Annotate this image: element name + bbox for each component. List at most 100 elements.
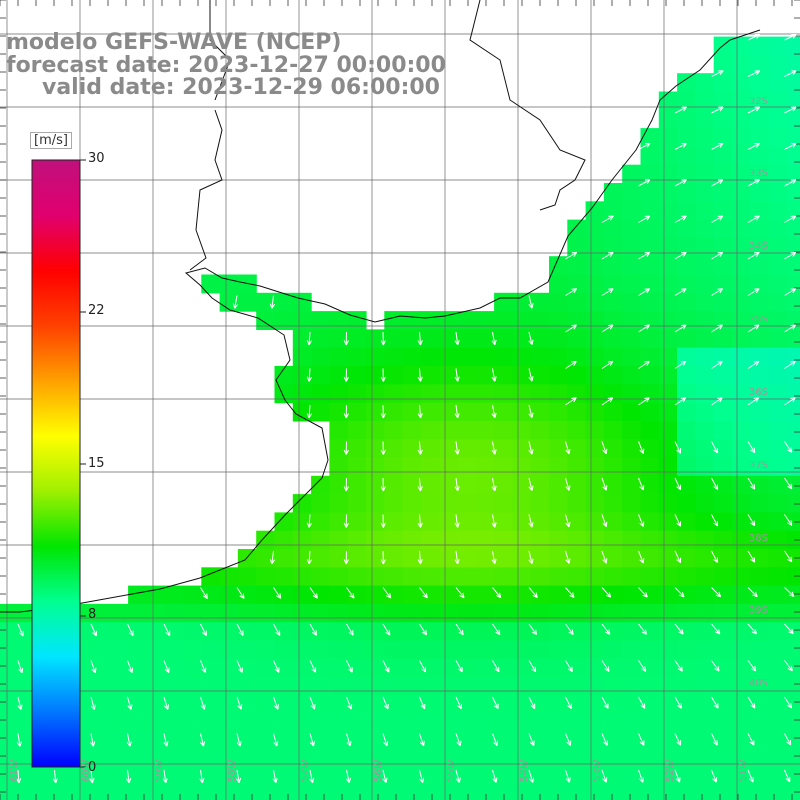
wind-arrow bbox=[528, 733, 535, 746]
wind-speed-cell bbox=[347, 695, 367, 715]
wind-speed-cell bbox=[457, 549, 477, 568]
wind-arrow bbox=[784, 550, 793, 563]
wind-arrow bbox=[454, 477, 460, 492]
wind-arrow bbox=[346, 696, 353, 710]
wind-arrow bbox=[784, 660, 793, 672]
wind-arrow bbox=[638, 142, 651, 150]
wind-speed-cell bbox=[695, 402, 715, 422]
wind-speed-cell bbox=[750, 329, 770, 349]
wind-speed-cell bbox=[695, 292, 715, 312]
wind-speed-cell bbox=[677, 183, 696, 202]
wind-speed-cell bbox=[439, 585, 459, 605]
wind-arrow bbox=[601, 696, 609, 709]
wind-speed-cell bbox=[786, 54, 800, 74]
wind-arrow bbox=[674, 660, 683, 672]
wind-speed-cell bbox=[695, 622, 715, 642]
wind-speed-cell bbox=[585, 274, 605, 294]
wind-speed-cell bbox=[366, 402, 385, 422]
wind-speed-cell bbox=[439, 530, 459, 550]
colorbar-tick-22: 22 bbox=[88, 303, 105, 318]
wind-speed-cell bbox=[750, 73, 770, 93]
wind-speed-cell bbox=[768, 732, 788, 751]
wind-speed-cell bbox=[640, 420, 660, 440]
wind-speed-cell bbox=[567, 695, 587, 715]
wind-arrow bbox=[747, 550, 756, 563]
wind-speed-cell bbox=[768, 750, 788, 770]
wind-speed-cell bbox=[567, 366, 587, 385]
wind-speed-cell bbox=[549, 384, 568, 404]
lat-label-39s: 39S bbox=[748, 605, 768, 616]
wind-speed-cell bbox=[311, 622, 330, 642]
wind-speed-cell bbox=[311, 640, 330, 660]
wind-arrow bbox=[784, 33, 797, 41]
wind-speed-cell bbox=[292, 622, 312, 642]
wind-speed-cell bbox=[713, 585, 733, 605]
wind-speed-cell bbox=[567, 622, 587, 642]
wind-speed-cell bbox=[768, 603, 788, 623]
wind-speed-cell bbox=[475, 603, 495, 623]
wind-speed-cell bbox=[713, 640, 733, 660]
lon-label-54w: 54W bbox=[519, 759, 530, 782]
wind-speed-cell bbox=[677, 439, 696, 459]
wind-speed-cell bbox=[219, 622, 239, 642]
wind-speed-cell bbox=[585, 256, 605, 276]
wind-arrow bbox=[309, 660, 317, 673]
wind-speed-cell bbox=[347, 402, 367, 422]
wind-arrow bbox=[784, 70, 797, 77]
wind-speed-cell bbox=[622, 219, 642, 239]
wind-speed-cell bbox=[603, 530, 623, 550]
wind-speed-cell bbox=[549, 567, 568, 587]
wind-speed-cell bbox=[91, 695, 111, 715]
wind-arrow bbox=[674, 179, 687, 187]
wind-speed-cell bbox=[366, 768, 385, 788]
wind-speed-field bbox=[0, 36, 800, 800]
wind-speed-cell bbox=[603, 201, 623, 221]
wind-speed-cell bbox=[732, 658, 751, 678]
wind-speed-cell bbox=[567, 311, 587, 330]
wind-speed-cell bbox=[549, 329, 568, 349]
wind-speed-cell bbox=[640, 366, 660, 385]
wind-speed-cell bbox=[640, 146, 660, 166]
wind-speed-cell bbox=[256, 567, 276, 587]
wind-speed-cell bbox=[585, 567, 605, 587]
wind-speed-cell bbox=[750, 768, 770, 788]
wind-arrow bbox=[711, 397, 723, 406]
wind-speed-cell bbox=[384, 347, 404, 367]
wind-speed-cell bbox=[695, 109, 715, 129]
wind-speed-cell bbox=[677, 640, 696, 660]
wind-speed-cell bbox=[439, 695, 459, 715]
wind-speed-cell bbox=[237, 640, 257, 660]
wind-speed-cell bbox=[622, 677, 642, 696]
wind-arrow bbox=[162, 769, 168, 784]
wind-speed-cell bbox=[475, 750, 495, 770]
wind-speed-cell bbox=[292, 567, 312, 587]
wind-speed-cell bbox=[622, 494, 642, 513]
wind-speed-cell bbox=[256, 603, 276, 623]
wind-arrow bbox=[380, 514, 386, 528]
wind-speed-cell bbox=[567, 512, 587, 532]
wind-speed-cell bbox=[622, 603, 642, 623]
wind-arrow bbox=[747, 769, 754, 783]
wind-speed-cell bbox=[384, 585, 404, 605]
wind-speed-cell bbox=[109, 786, 129, 800]
wind-speed-cell bbox=[530, 549, 550, 568]
wind-speed-cell bbox=[402, 713, 422, 733]
wind-speed-cell bbox=[585, 530, 605, 550]
wind-arrow bbox=[380, 368, 386, 382]
wind-speed-cell bbox=[768, 109, 788, 129]
wind-arrow bbox=[638, 550, 645, 564]
lon-label-51w: 51W bbox=[738, 759, 749, 782]
wind-speed-cell bbox=[457, 512, 477, 532]
wind-speed-cell bbox=[677, 292, 696, 312]
wind-speed-cell bbox=[585, 603, 605, 623]
wind-speed-cell bbox=[329, 475, 349, 495]
wind-speed-cell bbox=[622, 695, 642, 715]
wind-speed-cell bbox=[201, 732, 221, 751]
wind-speed-cell bbox=[366, 549, 385, 568]
wind-speed-cell bbox=[695, 311, 715, 330]
wind-arrow bbox=[747, 587, 758, 598]
wind-speed-cell bbox=[603, 329, 623, 349]
wind-arrow bbox=[417, 368, 423, 382]
wind-arrow bbox=[528, 331, 534, 345]
wind-speed-cell bbox=[585, 420, 605, 440]
